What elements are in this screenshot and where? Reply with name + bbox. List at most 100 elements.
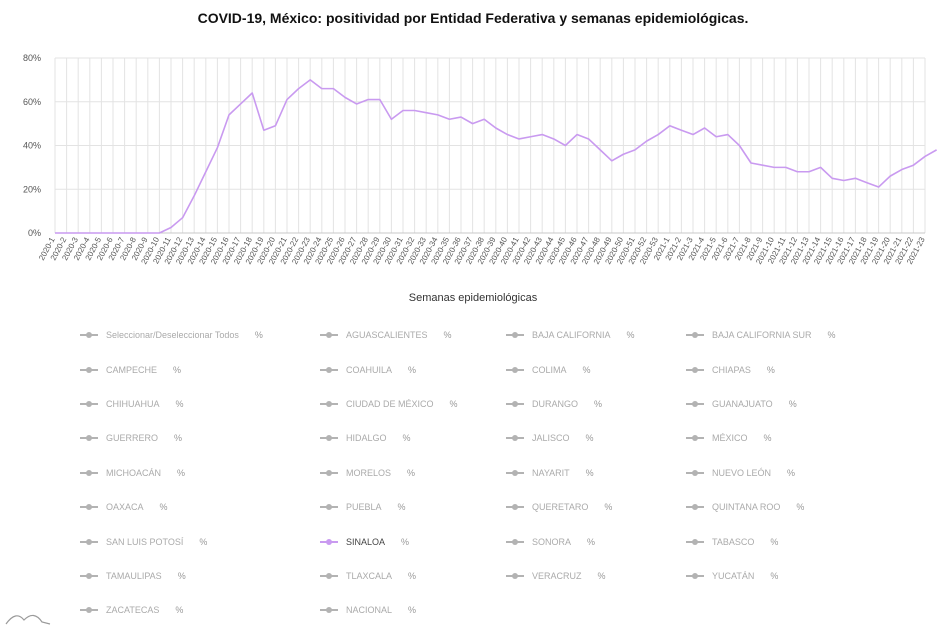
- legend-percent: %: [173, 364, 182, 375]
- legend-item[interactable]: SAN LUIS POTOSÍ%: [80, 524, 320, 558]
- legend-label: QUINTANA ROO: [712, 502, 781, 513]
- legend-item[interactable]: HIDALGO%: [320, 421, 506, 455]
- legend-item[interactable]: BAJA CALIFORNIA SUR%: [686, 318, 886, 352]
- legend-swatch-icon: [80, 538, 98, 545]
- legend-item[interactable]: QUERETARO%: [506, 490, 686, 524]
- legend-percent: %: [787, 467, 796, 478]
- legend-label: QUERETARO: [532, 502, 589, 513]
- legend-label: YUCATÁN: [712, 570, 755, 581]
- legend-swatch-icon: [686, 572, 704, 579]
- legend-item[interactable]: COLIMA%: [506, 352, 686, 386]
- legend-label: TAMAULIPAS: [106, 570, 162, 581]
- legend-label: CIUDAD DE MÉXICO: [346, 398, 434, 409]
- y-tick-label: 60%: [23, 97, 41, 107]
- legend-item[interactable]: CHIAPAS%: [686, 352, 886, 386]
- legend-item[interactable]: QUINTANA ROO%: [686, 490, 886, 524]
- legend-item[interactable]: COAHUILA%: [320, 352, 506, 386]
- legend-percent: %: [604, 502, 613, 513]
- legend-swatch-icon: [80, 572, 98, 579]
- legend-swatch-icon: [80, 366, 98, 373]
- legend-item[interactable]: AGUASCALIENTES%: [320, 318, 506, 352]
- legend-item[interactable]: BAJA CALIFORNIA%: [506, 318, 686, 352]
- legend-label: JALISCO: [532, 433, 570, 444]
- legend-item[interactable]: DURANGO%: [506, 387, 686, 421]
- legend-swatch-icon: [320, 400, 338, 407]
- legend-item[interactable]: JALISCO%: [506, 421, 686, 455]
- legend-item[interactable]: Seleccionar/Deseleccionar Todos%: [80, 318, 320, 352]
- legend-label: DURANGO: [532, 398, 579, 409]
- legend-percent: %: [582, 364, 591, 375]
- y-tick-label: 40%: [23, 141, 41, 151]
- legend-swatch-icon: [506, 332, 524, 339]
- grid: [54, 57, 926, 234]
- legend-swatch-icon: [80, 504, 98, 511]
- legend-percent: %: [175, 605, 184, 616]
- legend-label: NACIONAL: [346, 605, 393, 616]
- legend-item[interactable]: TAMAULIPAS%: [80, 559, 320, 593]
- legend-swatch-icon: [506, 400, 524, 407]
- legend-percent: %: [763, 433, 772, 444]
- legend-label: BAJA CALIFORNIA: [532, 330, 611, 341]
- legend-item[interactable]: NACIONAL%: [320, 593, 506, 627]
- legend-percent: %: [766, 364, 775, 375]
- legend-label: Seleccionar/Deseleccionar Todos: [106, 330, 239, 341]
- legend-percent: %: [449, 398, 458, 409]
- legend-percent: %: [407, 467, 416, 478]
- legend-item[interactable]: CAMPECHE%: [80, 352, 320, 386]
- legend-item[interactable]: MÉXICO%: [686, 421, 886, 455]
- legend-item[interactable]: GUERRERO%: [80, 421, 320, 455]
- legend-label: CHIAPAS: [712, 364, 751, 375]
- y-tick-label: 0%: [28, 228, 41, 238]
- legend-swatch-icon: [320, 572, 338, 579]
- series-layer: [55, 79, 937, 234]
- legend-item[interactable]: ZACATECAS%: [80, 593, 320, 627]
- legend-item[interactable]: MICHOACÁN%: [80, 456, 320, 490]
- legend-item[interactable]: CIUDAD DE MÉXICO%: [320, 387, 506, 421]
- legend-percent: %: [587, 536, 596, 547]
- legend-swatch-icon: [506, 538, 524, 545]
- legend-item[interactable]: SONORA%: [506, 524, 686, 558]
- legend-item[interactable]: VERACRUZ%: [506, 559, 686, 593]
- legend-item[interactable]: TABASCO%: [686, 524, 886, 558]
- legend-label: HIDALGO: [346, 433, 387, 444]
- legend-item[interactable]: NUEVO LEÓN%: [686, 456, 886, 490]
- legend-item[interactable]: TLAXCALA%: [320, 559, 506, 593]
- legend-swatch-icon: [320, 504, 338, 511]
- legend-swatch-icon: [686, 469, 704, 476]
- legend-percent: %: [175, 398, 184, 409]
- legend-label: NUEVO LEÓN: [712, 467, 772, 478]
- legend-swatch-icon: [320, 435, 338, 442]
- legend: Seleccionar/Deseleccionar Todos% AGUASCAL…: [80, 318, 920, 628]
- legend-label: AGUASCALIENTES: [346, 330, 428, 341]
- legend-swatch-icon: [686, 435, 704, 442]
- legend-swatch-icon: [320, 607, 338, 614]
- legend-label: GUERRERO: [106, 433, 159, 444]
- legend-item[interactable]: OAXACA%: [80, 490, 320, 524]
- series-line-sinaloa: [55, 79, 937, 234]
- legend-item[interactable]: GUANAJUATO%: [686, 387, 886, 421]
- legend-swatch-icon: [506, 469, 524, 476]
- legend-label: OAXACA: [106, 502, 144, 513]
- x-axis-label: Semanas epidemiológicas: [408, 292, 538, 304]
- legend-percent: %: [585, 467, 594, 478]
- y-tick-label: 20%: [23, 184, 41, 194]
- legend-item[interactable]: MORELOS%: [320, 456, 506, 490]
- legend-item[interactable]: YUCATÁN%: [686, 559, 886, 593]
- legend-label: MÉXICO: [712, 433, 748, 444]
- legend-label: SINALOA: [346, 536, 386, 547]
- legend-swatch-icon: [320, 366, 338, 373]
- legend-percent: %: [177, 467, 186, 478]
- legend-item[interactable]: SINALOA%: [320, 524, 506, 558]
- legend-percent: %: [199, 536, 208, 547]
- legend-percent: %: [796, 502, 805, 513]
- legend-label: TABASCO: [712, 536, 755, 547]
- legend-percent: %: [597, 570, 606, 581]
- legend-percent: %: [254, 330, 263, 341]
- legend-item[interactable]: PUEBLA%: [320, 490, 506, 524]
- legend-swatch-icon: [506, 504, 524, 511]
- legend-item[interactable]: NAYARIT%: [506, 456, 686, 490]
- legend-item[interactable]: CHIHUAHUA%: [80, 387, 320, 421]
- legend-swatch-icon: [506, 572, 524, 579]
- legend-swatch-icon: [80, 332, 98, 339]
- legend-swatch-icon: [686, 538, 704, 545]
